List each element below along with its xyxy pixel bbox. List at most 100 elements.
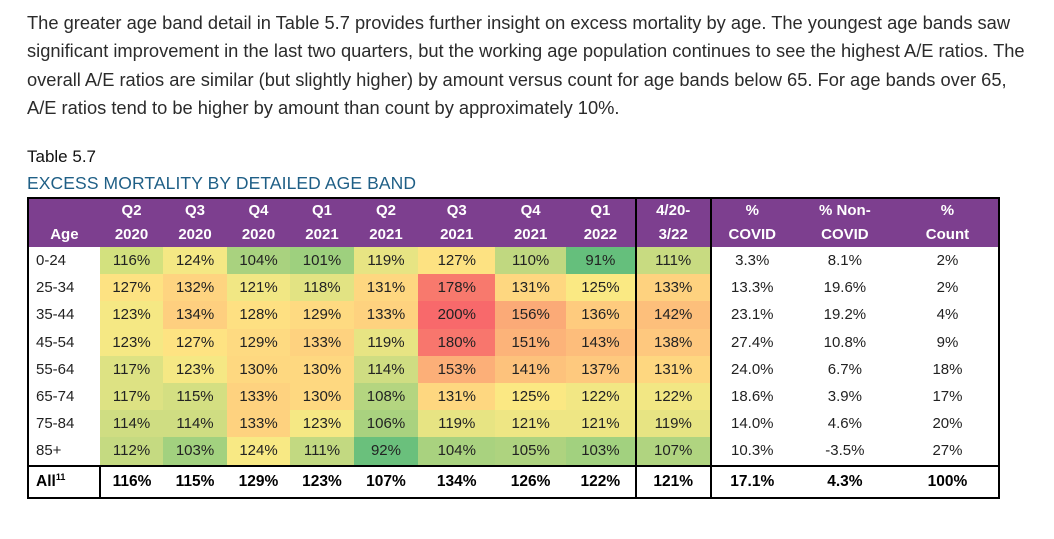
value-cell: 112% [99, 437, 164, 466]
value-cell: 119% [635, 410, 712, 438]
value-cell: 108% [353, 382, 419, 411]
table-row: 55-64 117% 123% 130% 130% 114% 153% 141% 137% 131… [28, 355, 999, 383]
value-cell: 121% [495, 410, 567, 438]
col-header-top: % Non- [792, 198, 897, 223]
value-cell: 117% [99, 382, 164, 411]
age-band-cell: 85+ [36, 442, 62, 460]
value-cell: 129% [226, 328, 291, 356]
total-value-cell: 129% [226, 464, 291, 499]
total-row: All11 116% 115% 129% 123% 107% 134% 126% 122% 121… [28, 464, 999, 499]
value-cell: 133% [226, 410, 291, 438]
value-cell: 3.9% [827, 388, 862, 406]
value-cell: 133% [353, 301, 419, 329]
value-cell: 23.1% [730, 306, 774, 324]
value-cell: 129% [290, 301, 354, 329]
value-cell: 130% [290, 382, 354, 411]
value-cell: 27% [932, 442, 963, 460]
table-row: 45-54 123% 127% 129% 133% 119% 180% 151% 143% 138… [28, 328, 999, 356]
value-cell: 6.7% [827, 360, 862, 378]
value-cell: 143% [566, 328, 637, 356]
value-cell: 125% [566, 274, 637, 302]
value-cell: 106% [353, 410, 419, 438]
value-cell: 151% [495, 328, 567, 356]
age-band-cell: 55-64 [36, 360, 75, 378]
value-cell: 122% [635, 382, 712, 411]
table-row: 75-84 114% 114% 133% 123% 106% 119% 121% 121% 119… [28, 410, 999, 438]
total-value-cell: 126% [495, 464, 567, 499]
value-cell: 115% [163, 382, 227, 411]
age-band-cell: 45-54 [36, 333, 75, 351]
total-value-cell: 100% [896, 464, 999, 499]
total-value-cell: 116% [99, 464, 164, 499]
value-cell: 92% [353, 437, 419, 466]
value-cell: 103% [566, 437, 637, 466]
header-row-top: Age Q2 Q3 Q4 Q1 Q2 Q3 Q4 Q1 4/20- % % No… [28, 198, 999, 247]
table-row: 0-24 116% 124% 104% 101% 119% 127% 110% 91% 111% 3… [28, 247, 999, 275]
col-header-bottom: 3/22 [635, 223, 712, 247]
col-header-top: Q2 [353, 198, 419, 223]
value-cell: 142% [635, 301, 712, 329]
value-cell: 18% [932, 360, 963, 378]
total-label: All [36, 472, 56, 490]
value-cell: 130% [226, 355, 291, 383]
value-cell: 27.4% [730, 333, 774, 351]
value-cell: 121% [566, 410, 637, 438]
value-cell: 132% [163, 274, 227, 302]
total-value-cell: 17.1% [710, 464, 793, 499]
total-label-cell: All11 [28, 464, 101, 499]
value-cell: 114% [353, 355, 419, 383]
value-cell: 136% [566, 301, 637, 329]
value-cell: 127% [163, 328, 227, 356]
header-row-bottom: 2020 2020 2020 2021 2021 2021 2021 2022 … [28, 223, 999, 247]
value-cell: 104% [226, 247, 291, 275]
col-header-bottom: COVID [792, 223, 897, 247]
total-value-cell: 123% [290, 464, 354, 499]
age-band-cell: 0-24 [36, 252, 67, 270]
col-header-top: Q3 [163, 198, 227, 223]
total-value-cell: 122% [566, 464, 637, 499]
value-cell: 19.2% [823, 306, 867, 324]
value-cell: 111% [635, 247, 712, 275]
col-header-bottom: 2022 [566, 223, 637, 247]
value-cell: 127% [418, 247, 496, 275]
value-cell: 103% [163, 437, 227, 466]
value-cell: 130% [290, 355, 354, 383]
value-cell: 14.0% [730, 415, 774, 433]
value-cell: 4.6% [827, 415, 862, 433]
value-cell: 114% [163, 410, 227, 438]
col-header-bottom: 2020 [163, 223, 227, 247]
value-cell: 17% [932, 388, 963, 406]
value-cell: 131% [635, 355, 712, 383]
total-value-cell: 107% [353, 464, 419, 499]
value-cell: 128% [226, 301, 291, 329]
value-cell: 123% [163, 355, 227, 383]
col-header-bottom: 2021 [418, 223, 496, 247]
value-cell: 110% [495, 247, 567, 275]
value-cell: 137% [566, 355, 637, 383]
value-cell: 127% [99, 274, 164, 302]
col-header-top: Q4 [226, 198, 291, 223]
value-cell: 114% [99, 410, 164, 438]
table-row: 35-44 123% 134% 128% 129% 133% 200% 156% 136% 142… [28, 301, 999, 329]
total-value-cell: 121% [635, 464, 712, 499]
value-cell: 123% [99, 301, 164, 329]
total-value-cell: 115% [163, 464, 227, 499]
value-cell: 125% [495, 382, 567, 411]
value-cell: 117% [99, 355, 164, 383]
value-cell: 9% [936, 333, 959, 351]
value-cell: 19.6% [823, 279, 867, 297]
value-cell: 131% [353, 274, 419, 302]
value-cell: 3.3% [735, 252, 770, 270]
col-header-bottom: 2021 [495, 223, 567, 247]
intro-paragraph: The greater age band detail in Table 5.7… [27, 12, 1025, 118]
value-cell: 2% [936, 252, 959, 270]
col-header-bottom: Count [896, 223, 999, 247]
col-header-bottom: 2021 [290, 223, 354, 247]
col-header-top: % [896, 198, 999, 223]
value-cell: 24.0% [730, 360, 774, 378]
age-band-cell: 75-84 [36, 415, 75, 433]
table-row: 25-34 127% 132% 121% 118% 131% 178% 131% 125% 133… [28, 274, 999, 302]
age-band-cell: 25-34 [36, 279, 75, 297]
value-cell: 116% [99, 247, 164, 275]
value-cell: 133% [226, 382, 291, 411]
